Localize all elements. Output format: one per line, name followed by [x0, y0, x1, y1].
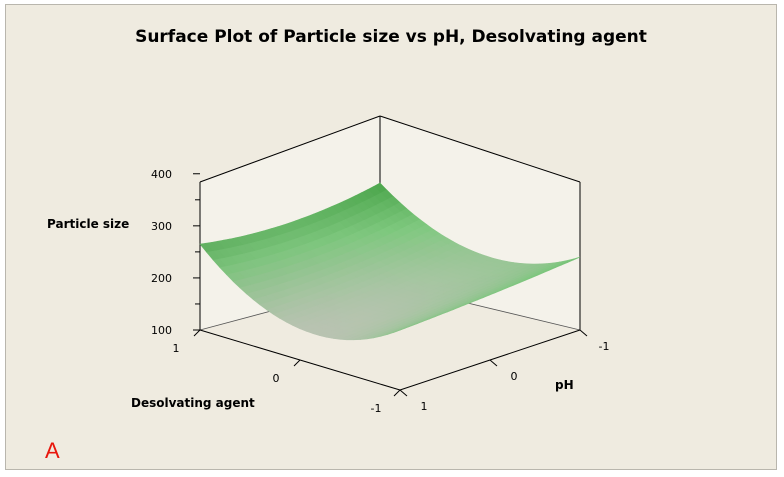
axis-ticks: 100 200 300 400 1 0 -1 -1 0 1 — [151, 168, 609, 415]
chart-title: Surface Plot of Particle size vs pH, Des… — [135, 27, 647, 47]
x-tick-mark — [393, 389, 401, 397]
y-tick-mark — [489, 359, 498, 367]
back-edge-left-top — [199, 115, 381, 183]
z-tick-label: 400 — [151, 168, 172, 181]
x-tick-mark — [293, 359, 301, 367]
z-tick-label: 200 — [151, 272, 172, 285]
y-tick-mark — [399, 389, 408, 397]
surface-cell — [393, 327, 407, 333]
z-tick-label: 100 — [151, 324, 172, 337]
x-tick-mark — [193, 329, 201, 337]
surface — [199, 182, 581, 341]
floor-front — [199, 329, 581, 391]
x-tick-label: -1 — [371, 402, 382, 415]
panel-label: A — [45, 438, 60, 463]
x-tick-label: 1 — [173, 342, 180, 355]
z-tick-label: 300 — [151, 220, 172, 233]
y-tick-mark — [579, 329, 588, 337]
x-axis-label: Desolvating agent — [131, 396, 255, 410]
y-axis-label: pH — [555, 378, 574, 392]
y-tick-label: -1 — [599, 340, 610, 353]
y-tick-label: 0 — [511, 370, 518, 383]
z-axis-label: Particle size — [47, 217, 129, 231]
y-tick-label: 1 — [421, 400, 428, 413]
back-edge-right-top — [379, 115, 581, 183]
x-tick-label: 0 — [273, 372, 280, 385]
